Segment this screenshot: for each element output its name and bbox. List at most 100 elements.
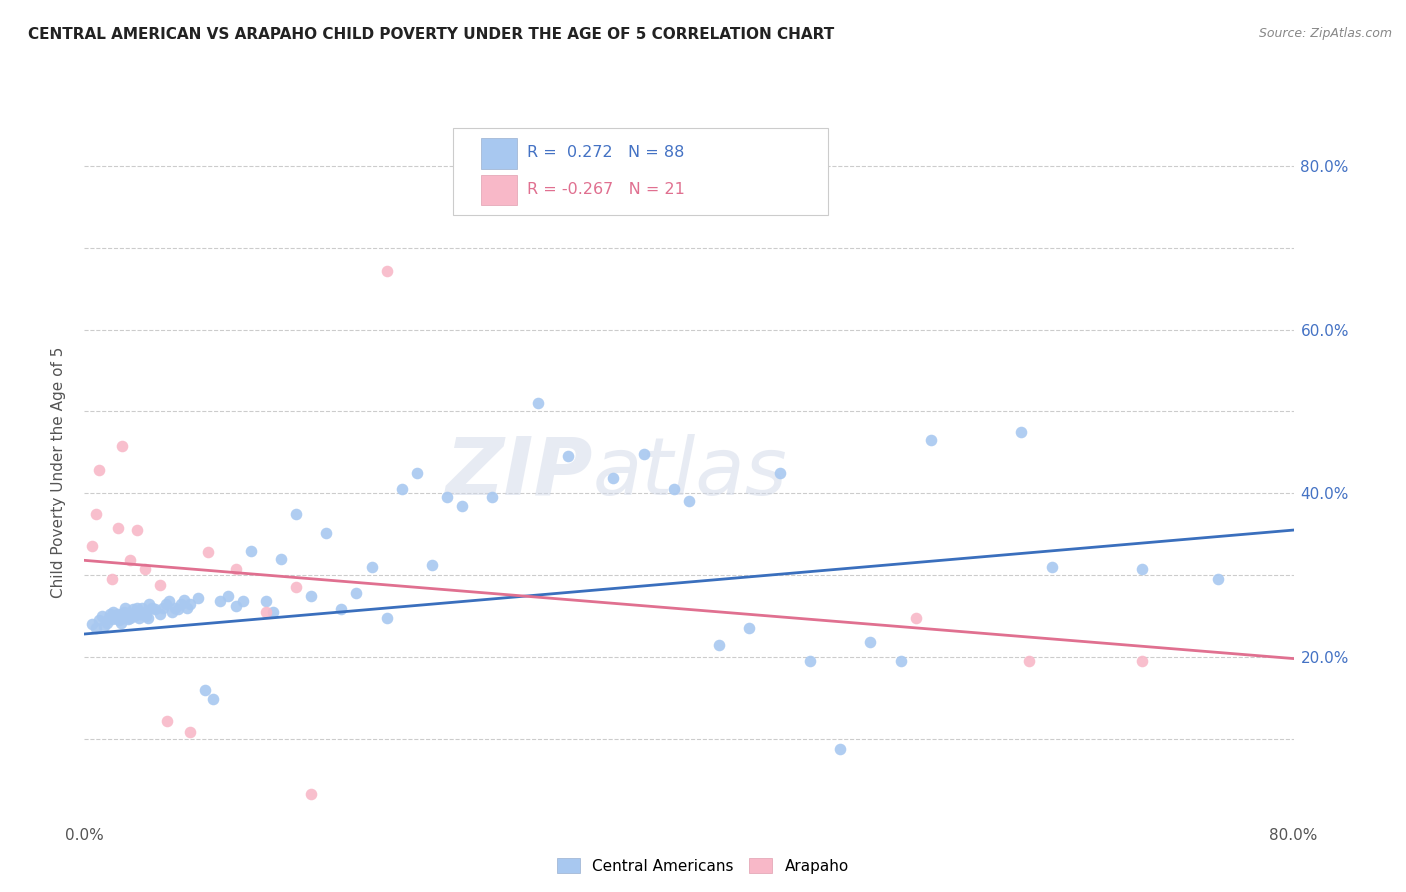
Point <box>209 594 232 608</box>
Point <box>117 612 139 626</box>
Point <box>254 605 277 619</box>
Y-axis label: Child Poverty Under the Age of 5: Child Poverty Under the Age of 5 <box>51 347 66 599</box>
Point <box>111 439 134 453</box>
Point <box>134 561 156 575</box>
Point <box>1018 654 1040 668</box>
Point <box>120 607 142 622</box>
Point <box>122 609 145 624</box>
Point <box>157 594 180 608</box>
Point <box>152 600 174 615</box>
Point <box>375 263 398 277</box>
Point <box>299 788 322 802</box>
Point <box>662 482 685 496</box>
Point <box>1011 425 1033 439</box>
FancyBboxPatch shape <box>481 138 517 169</box>
Point <box>86 621 108 635</box>
Point <box>738 621 761 635</box>
Point <box>270 551 292 566</box>
Point <box>176 600 198 615</box>
Point <box>1040 560 1063 574</box>
Point <box>799 654 821 668</box>
Point <box>285 507 308 521</box>
Point <box>80 617 103 632</box>
Point <box>709 638 731 652</box>
Point <box>187 591 209 605</box>
FancyBboxPatch shape <box>481 175 517 205</box>
Point <box>225 561 247 575</box>
Point <box>91 609 114 624</box>
Point <box>112 605 135 619</box>
Point <box>121 602 143 616</box>
Point <box>769 466 792 480</box>
Point <box>904 610 927 624</box>
Point <box>678 494 700 508</box>
Point <box>107 520 129 534</box>
Point <box>149 607 172 622</box>
Point <box>114 600 136 615</box>
Point <box>118 553 141 567</box>
Point <box>97 610 120 624</box>
Point <box>149 578 172 592</box>
Point <box>375 610 398 624</box>
Point <box>420 558 443 573</box>
Point <box>527 396 550 410</box>
Text: ZIP: ZIP <box>444 434 592 512</box>
Point <box>127 523 149 537</box>
Point <box>138 597 160 611</box>
Point <box>633 447 655 461</box>
Point <box>100 612 122 626</box>
Point <box>134 605 156 619</box>
Point <box>179 725 201 739</box>
Point <box>96 615 118 630</box>
Point <box>80 540 103 554</box>
Point <box>145 602 167 616</box>
Point <box>330 602 353 616</box>
Point <box>1206 572 1229 586</box>
Point <box>141 600 163 615</box>
Point <box>217 589 239 603</box>
Point <box>170 597 193 611</box>
Point <box>239 543 262 558</box>
Point <box>201 692 224 706</box>
Point <box>89 463 111 477</box>
Point <box>118 610 141 624</box>
Point <box>451 499 474 513</box>
Text: atlas: atlas <box>592 434 787 512</box>
Point <box>125 605 148 619</box>
Point <box>254 594 277 608</box>
Point <box>156 714 179 728</box>
Point <box>346 586 368 600</box>
Point <box>197 545 219 559</box>
Point <box>136 610 159 624</box>
Point <box>391 482 413 496</box>
Point <box>602 471 624 485</box>
Point <box>165 600 187 615</box>
Point <box>128 610 150 624</box>
Point <box>481 491 503 505</box>
Point <box>105 610 128 624</box>
Point <box>104 609 127 624</box>
Point <box>179 597 201 611</box>
Point <box>830 741 852 756</box>
Point <box>160 605 183 619</box>
Point <box>262 605 284 619</box>
Point <box>360 560 382 574</box>
Point <box>86 507 108 521</box>
Point <box>100 572 122 586</box>
Point <box>108 613 131 627</box>
Point <box>131 600 153 615</box>
Point <box>1130 654 1153 668</box>
FancyBboxPatch shape <box>453 128 828 215</box>
Text: R =  0.272   N = 88: R = 0.272 N = 88 <box>527 145 685 160</box>
Text: R = -0.267   N = 21: R = -0.267 N = 21 <box>527 182 685 196</box>
Point <box>557 450 579 464</box>
Point <box>436 491 458 505</box>
Point <box>135 609 157 624</box>
Point <box>232 594 254 608</box>
Point <box>111 610 134 624</box>
Point <box>890 654 912 668</box>
Point <box>107 607 129 622</box>
Point <box>859 635 882 649</box>
Point <box>299 589 322 603</box>
Point <box>920 433 942 447</box>
